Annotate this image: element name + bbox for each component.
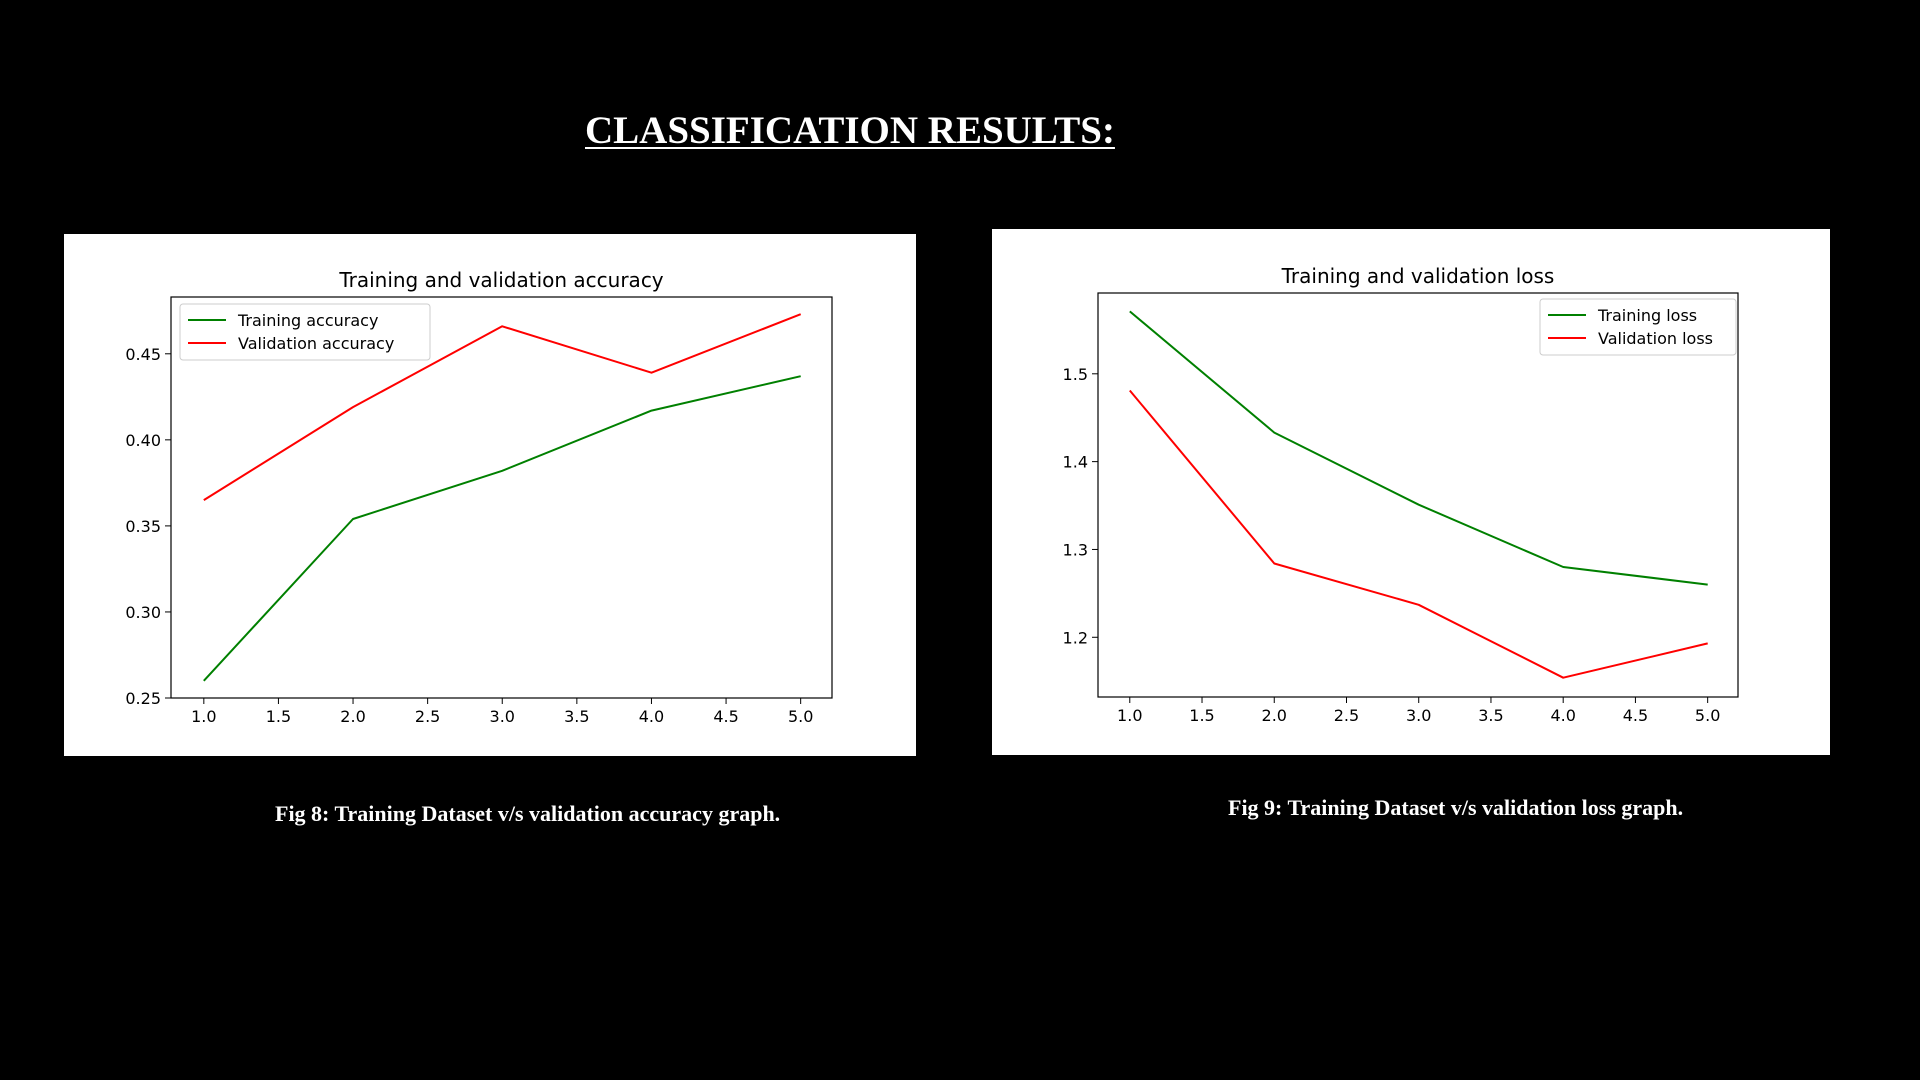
x-tick-label: 3.0 (1406, 706, 1431, 725)
plot-frame (1097, 292, 1739, 698)
y-tick-label: 0.25 (125, 689, 161, 708)
legend-label: Validation accuracy (238, 334, 394, 353)
legend-box (179, 303, 431, 361)
series-line-validation (1129, 389, 1708, 679)
x-tick-label: 1.5 (266, 707, 291, 726)
x-tick-label: 1.0 (191, 707, 216, 726)
page-heading: CLASSIFICATION RESULTS: (585, 109, 1115, 152)
x-tick-label: 2.0 (1262, 706, 1287, 725)
chart-title: Training and validation accuracy (338, 268, 663, 292)
series-line-validation (203, 313, 802, 501)
y-tick-label: 0.45 (125, 345, 161, 364)
x-tick-label: 3.0 (490, 707, 515, 726)
x-tick-label: 5.0 (788, 707, 813, 726)
loss-figure-caption: Fig 9: Training Dataset v/s validation l… (1228, 795, 1684, 820)
series-line-training (1129, 310, 1708, 586)
loss-chart: Training and validation loss 1.0 1.5 2.0 2.5… (1063, 264, 1739, 725)
legend-label: Training accuracy (237, 311, 378, 330)
y-tick-label: 1.2 (1063, 628, 1088, 647)
y-tick-label: 0.35 (125, 517, 161, 536)
y-tick-label: 1.4 (1063, 453, 1088, 472)
legend-box (1539, 298, 1737, 356)
x-tick-label: 1.0 (1117, 706, 1142, 725)
x-tick-label: 4.5 (1623, 706, 1648, 725)
x-tick-label: 3.5 (564, 707, 589, 726)
x-tick-label: 4.0 (639, 707, 664, 726)
x-tick-label: 4.5 (713, 707, 738, 726)
x-tick-label: 2.5 (415, 707, 440, 726)
y-tick-label: 0.40 (125, 431, 161, 450)
series-line-training (203, 375, 801, 682)
plot-frame (170, 296, 833, 699)
x-tick-label: 1.5 (1189, 706, 1214, 725)
chart-title: Training and validation loss (1281, 264, 1555, 288)
accuracy-chart: Training and validation accuracy 1.0 1.5 2.… (125, 268, 833, 726)
accuracy-chart-panel: Training and validation accuracy 1.0 1.5 2.… (64, 234, 916, 756)
x-tick-label: 4.0 (1550, 706, 1575, 725)
legend-label: Training loss (1597, 306, 1697, 325)
x-tick-label: 2.0 (340, 707, 365, 726)
x-tick-label: 3.5 (1478, 706, 1503, 725)
x-tick-label: 2.5 (1334, 706, 1359, 725)
y-tick-label: 1.5 (1063, 365, 1088, 384)
x-tick-label: 5.0 (1695, 706, 1720, 725)
legend-label: Validation loss (1598, 329, 1713, 348)
y-tick-label: 0.30 (125, 603, 161, 622)
accuracy-figure-caption: Fig 8: Training Dataset v/s validation a… (275, 801, 781, 826)
loss-chart-panel: Training and validation loss 1.0 1.5 2.0 2.5… (992, 229, 1830, 755)
y-tick-label: 1.3 (1063, 540, 1088, 559)
